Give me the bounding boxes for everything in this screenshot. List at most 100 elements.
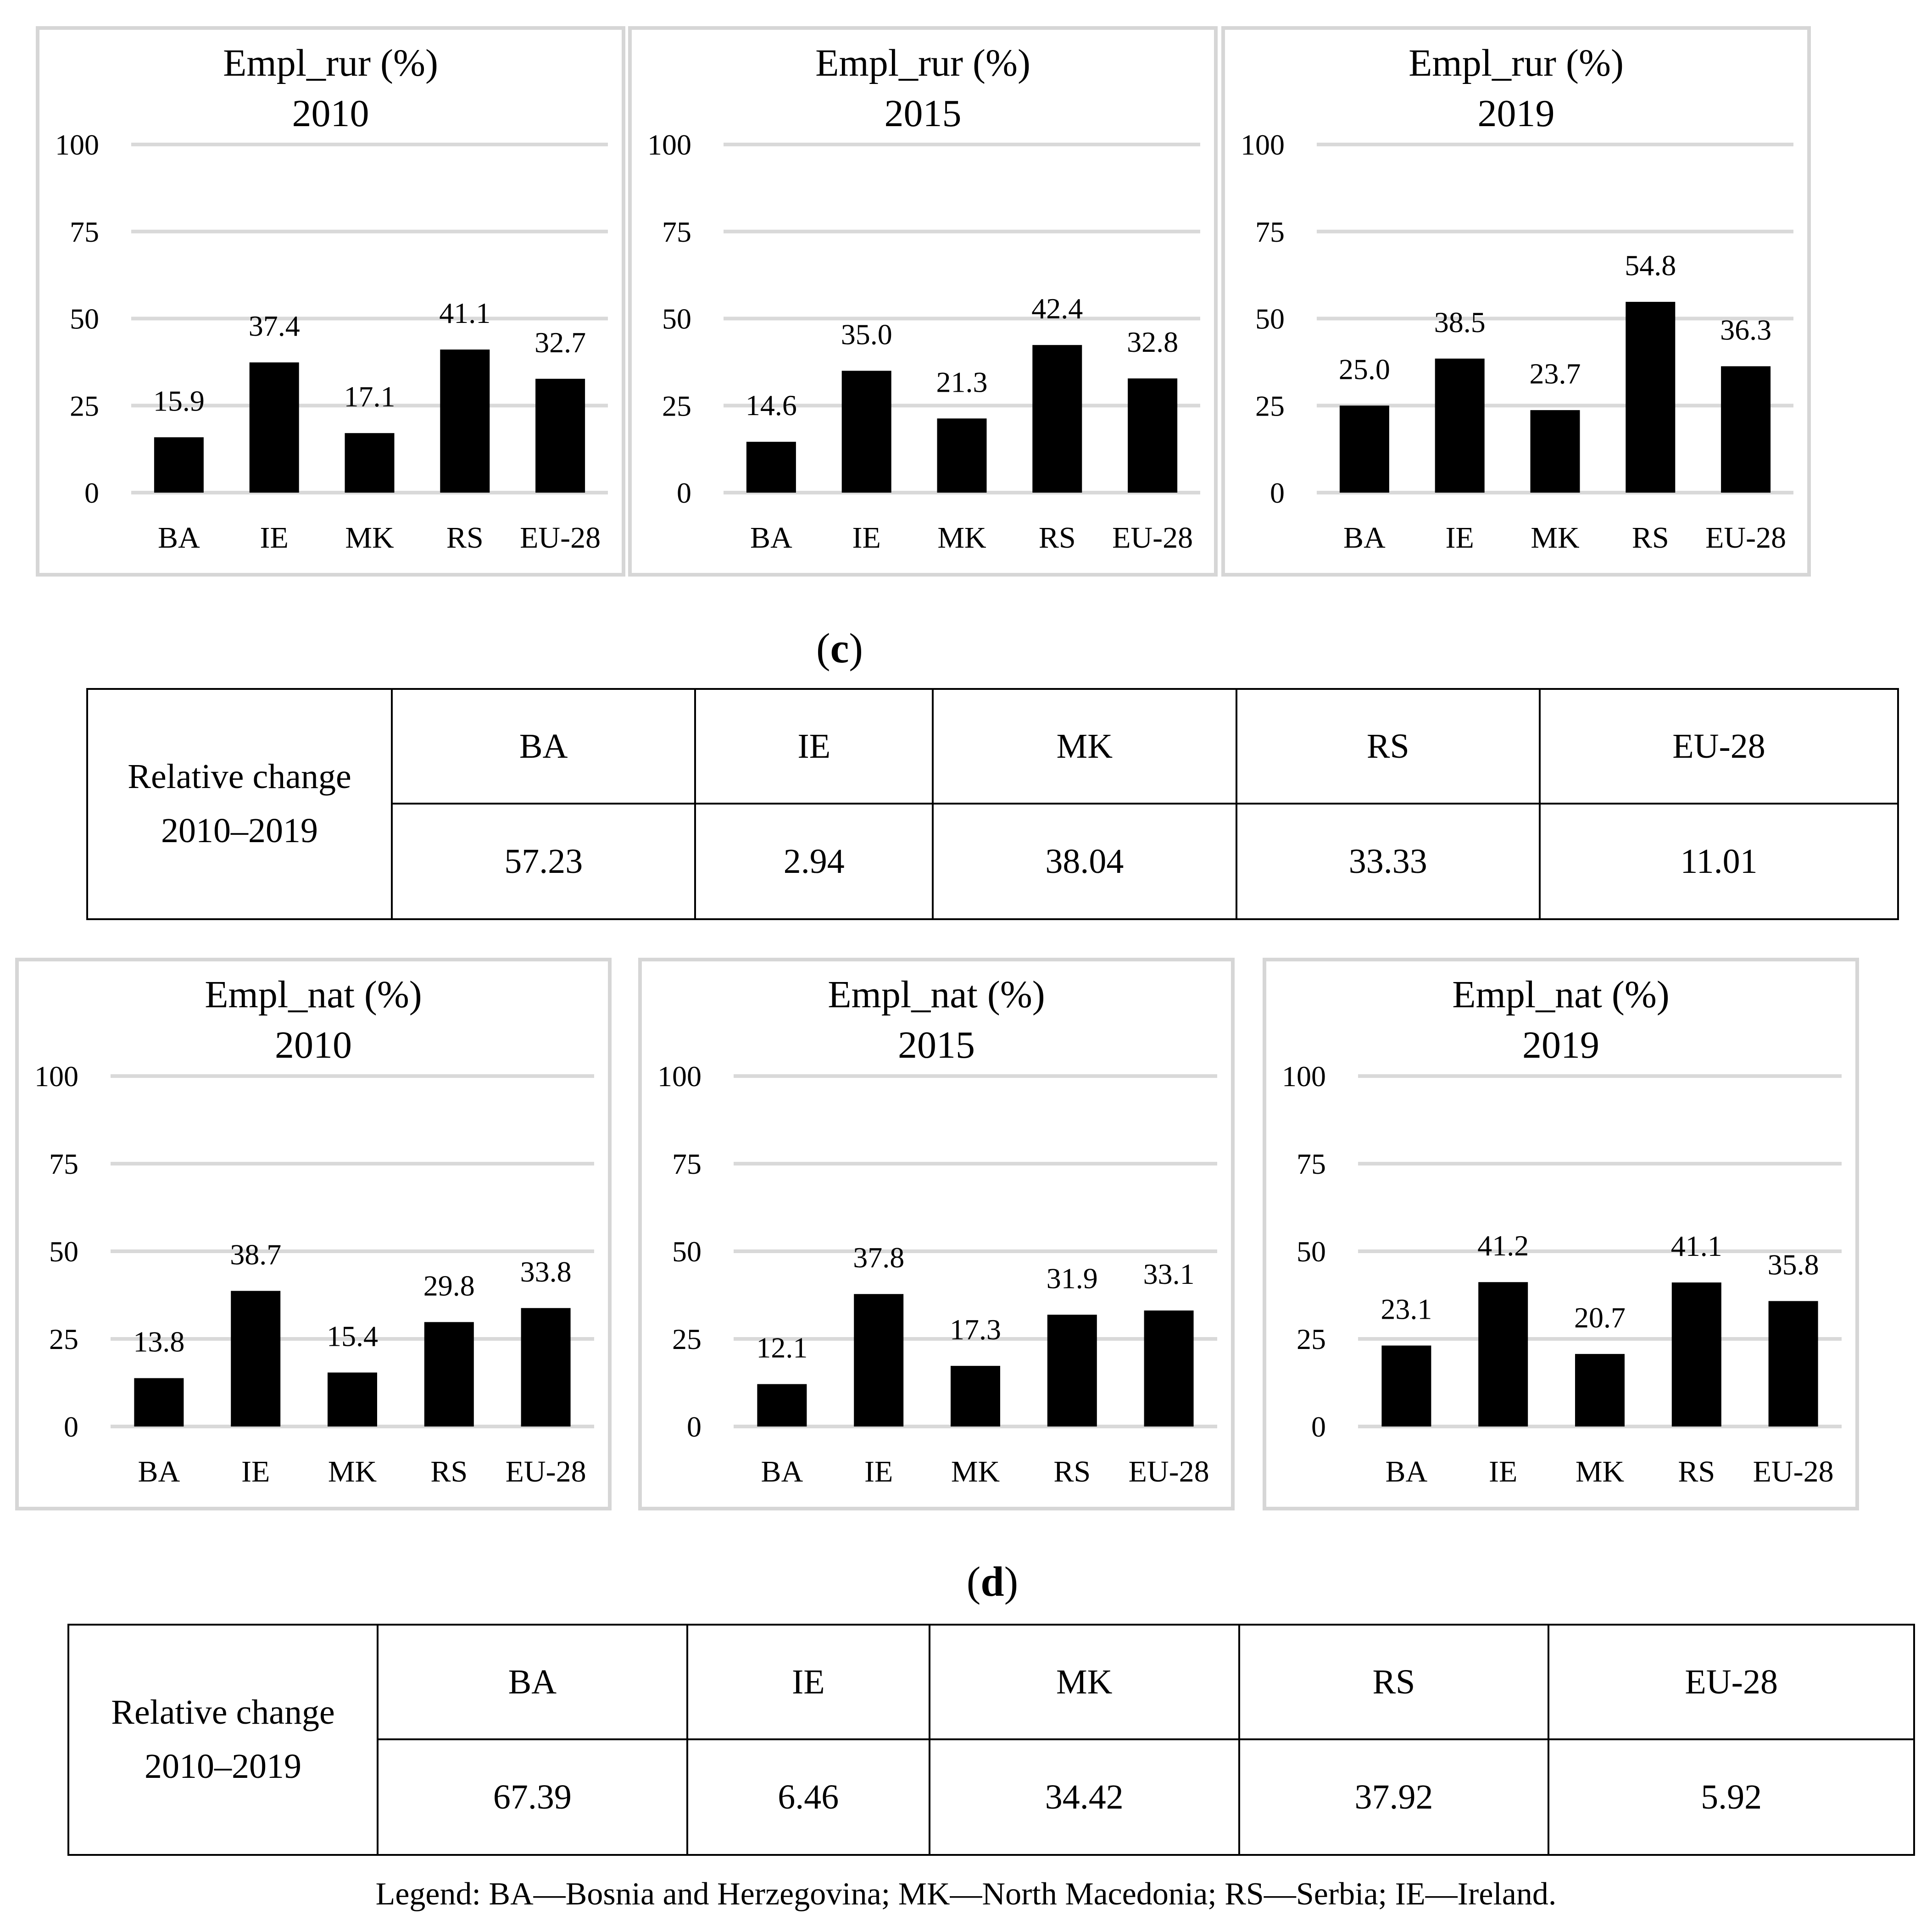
x-tick-label-rs: RS <box>1053 1455 1091 1488</box>
x-tick-label-eu-28: EU-28 <box>1753 1455 1834 1488</box>
y-tick-label-50: 50 <box>672 1235 702 1268</box>
data-label-mk: 17.3 <box>950 1313 1001 1346</box>
relative-change-table-c: Relative change 2010–2019 BA IE MK RS EU… <box>86 688 1899 920</box>
table-row: Relative change 2010–2019 BA IE MK RS EU… <box>67 1624 1915 1856</box>
bar-ie <box>249 362 299 493</box>
caption-d-letter: d <box>980 1558 1004 1605</box>
x-tick-label-ie: IE <box>241 1455 270 1488</box>
data-label-eu-28: 36.3 <box>1720 313 1771 346</box>
x-tick-label-rs: RS <box>1678 1455 1715 1488</box>
x-tick-label-mk: MK <box>951 1455 1000 1488</box>
table-value-cell: 6.46 <box>686 1738 930 1856</box>
y-tick-label-75: 75 <box>70 216 99 248</box>
data-label-eu-28: 32.8 <box>1127 326 1178 358</box>
table-row: Relative change 2010–2019 BA IE MK RS EU… <box>86 688 1899 920</box>
y-tick-label-0: 0 <box>64 1410 78 1443</box>
caption-c-letter: c <box>830 625 849 672</box>
table-value-cell: 38.04 <box>932 803 1237 920</box>
data-label-mk: 20.7 <box>1574 1301 1626 1334</box>
caption-d: (d) <box>901 1557 1084 1606</box>
x-tick-label-eu-28: EU-28 <box>1112 521 1193 555</box>
caption-d-open: ( <box>966 1558 981 1605</box>
table-value-cell: 5.92 <box>1548 1738 1915 1856</box>
table-header-cell: EU-28 <box>1548 1624 1915 1740</box>
bar-mk <box>1530 410 1580 493</box>
data-label-eu-28: 32.7 <box>535 326 586 359</box>
bar-mk <box>1575 1354 1625 1426</box>
x-tick-label-ba: BA <box>158 521 200 555</box>
x-tick-label-mk: MK <box>345 521 394 555</box>
table-header-cell: IE <box>686 1624 930 1740</box>
data-label-ie: 35.0 <box>841 318 892 350</box>
bar-rs <box>1047 1315 1097 1426</box>
x-tick-label-mk: MK <box>328 1455 377 1488</box>
data-label-eu-28: 33.8 <box>520 1255 572 1288</box>
x-tick-label-ba: BA <box>1386 1455 1428 1488</box>
data-label-ie: 37.4 <box>249 310 300 342</box>
y-tick-label-50: 50 <box>70 303 99 335</box>
data-label-ba: 25.0 <box>1339 353 1390 385</box>
bar-mk <box>951 1365 1000 1426</box>
bar-rs <box>440 350 490 493</box>
x-tick-label-rs: RS <box>446 521 484 555</box>
bar-eu-28 <box>535 378 585 493</box>
data-label-ba: 23.1 <box>1381 1293 1432 1326</box>
table-value-cell: 2.94 <box>694 803 934 920</box>
bar-eu-28 <box>1768 1301 1818 1426</box>
bar-ie <box>231 1291 281 1426</box>
y-tick-label-25: 25 <box>1297 1323 1326 1355</box>
data-label-ba: 15.9 <box>153 384 205 417</box>
table-value-cell: 33.33 <box>1235 803 1541 920</box>
y-tick-label-0: 0 <box>84 477 99 509</box>
chart-title-line1: Empl_nat (%) <box>828 973 1045 1016</box>
chart-title-line2: 2019 <box>1478 92 1555 135</box>
relative-change-label: Relative change 2010–2019 <box>86 688 393 920</box>
x-tick-label-ba: BA <box>750 521 792 555</box>
data-label-ie: 38.7 <box>230 1238 281 1271</box>
x-tick-label-eu-28: EU-28 <box>506 1455 586 1488</box>
chart-svg: Empl_nat (%) 2010 0 25 50 75 100 13.8 BA 38.7 IE 15… <box>34 973 594 1488</box>
bar-ba <box>1339 405 1389 493</box>
bar-rs <box>1032 345 1082 493</box>
bar-rs <box>1671 1282 1721 1426</box>
bar-ie <box>1478 1282 1528 1426</box>
y-tick-label-75: 75 <box>1255 216 1285 248</box>
data-label-rs: 41.1 <box>439 297 490 329</box>
bar-ba <box>1381 1345 1431 1426</box>
bar-mk <box>328 1372 377 1426</box>
chart-empl-nat-2010: Empl_nat (%) 2010 0 25 50 75 100 13.8 BA 38.7 IE 15… <box>15 958 612 1510</box>
x-tick-label-ba: BA <box>761 1455 803 1488</box>
data-label-mk: 15.4 <box>327 1320 378 1352</box>
legend-text: Legend: BA—Bosnia and Herzegovina; MK—No… <box>375 1876 1557 1912</box>
table-header-cell: MK <box>928 1624 1240 1740</box>
y-tick-label-100: 100 <box>55 128 99 161</box>
y-tick-label-75: 75 <box>49 1148 78 1180</box>
chart-title-line1: Empl_nat (%) <box>1452 973 1670 1016</box>
x-tick-label-ie: IE <box>1446 521 1474 555</box>
data-label-ie: 41.2 <box>1477 1229 1529 1262</box>
table-row: 67.39 6.46 34.42 37.92 5.92 <box>68 1738 1915 1856</box>
bar-ie <box>841 371 891 493</box>
table-row: 57.23 2.94 38.04 33.33 11.01 <box>87 803 1899 920</box>
y-tick-label-100: 100 <box>1282 1060 1326 1093</box>
y-tick-label-25: 25 <box>49 1323 78 1355</box>
y-tick-label-0: 0 <box>1270 477 1285 509</box>
x-tick-label-mk: MK <box>1531 521 1579 555</box>
bar-eu-28 <box>1128 378 1178 493</box>
data-label-rs: 42.4 <box>1031 292 1083 325</box>
x-tick-label-eu-28: EU-28 <box>1705 521 1786 555</box>
bar-ba <box>746 442 796 493</box>
chart-empl-nat-2015: Empl_nat (%) 2015 0 25 50 75 100 12.1 BA 37.8 IE 17… <box>638 958 1235 1510</box>
relative-change-label-line2: 2010–2019 <box>145 1747 301 1786</box>
bar-mk <box>937 418 987 493</box>
data-label-ba: 13.8 <box>133 1326 184 1358</box>
bar-eu-28 <box>1144 1310 1194 1426</box>
table-value-cell: 37.92 <box>1238 1738 1550 1856</box>
relative-change-label-line1: Relative change <box>128 757 351 796</box>
bar-eu-28 <box>521 1308 571 1426</box>
data-label-ie: 38.5 <box>1434 306 1486 339</box>
y-tick-label-0: 0 <box>1311 1410 1326 1443</box>
bar-ie <box>854 1294 904 1426</box>
chart-title-line1: Empl_rur (%) <box>815 42 1030 84</box>
chart-title-line2: 2010 <box>292 92 369 135</box>
